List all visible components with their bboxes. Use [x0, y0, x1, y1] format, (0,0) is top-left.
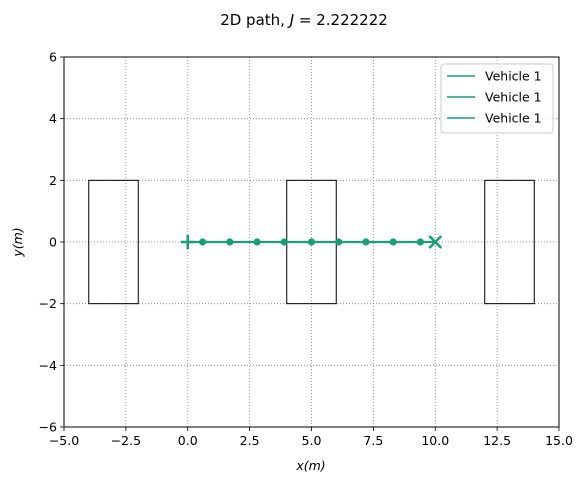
waypoint-marker	[389, 238, 397, 246]
y-tick-label: 6	[49, 50, 57, 65]
waypoint-marker	[335, 238, 343, 246]
waypoint-marker	[199, 238, 207, 246]
y-tick-label: 4	[49, 111, 57, 126]
y-tick-label: 2	[49, 173, 57, 188]
x-tick-label: 0.0	[178, 433, 198, 448]
waypoint-marker	[362, 238, 370, 246]
legend: Vehicle 1 Vehicle 1 Vehicle 1	[440, 63, 554, 134]
y-tick-label: −6	[39, 420, 57, 435]
x-tick-label: 10.0	[421, 433, 449, 448]
legend-label: Vehicle 1	[485, 90, 542, 105]
y-axis-label: y(m)	[10, 227, 25, 257]
goal-marker	[428, 235, 443, 249]
start-marker	[180, 235, 195, 249]
y-tick-label: −4	[39, 358, 57, 373]
x-tick-label: −5.0	[49, 433, 79, 448]
legend-label: Vehicle 1	[485, 111, 542, 126]
x-tick-label: 5.0	[302, 433, 322, 448]
x-tick-label: −2.5	[111, 433, 141, 448]
x-tick-label: 2.5	[240, 433, 260, 448]
x-tick-label: 7.5	[363, 433, 383, 448]
waypoint-marker	[280, 238, 288, 246]
legend-box	[440, 63, 554, 134]
chart-title: 2D path, J = 2.222222	[220, 11, 388, 29]
waypoint-marker	[226, 238, 234, 246]
obstacle-rect	[88, 179, 139, 305]
y-tick-label: −2	[39, 296, 57, 311]
obstacle-rect	[484, 179, 535, 305]
waypoint-marker	[307, 238, 316, 246]
waypoint-marker	[253, 238, 261, 246]
x-axis-label: x(m)	[295, 458, 325, 473]
legend-label: Vehicle 1	[485, 69, 542, 84]
x-tick-label: 15.0	[545, 433, 573, 448]
y-tick-label: 0	[49, 235, 57, 250]
x-tick-label: 12.5	[483, 433, 511, 448]
series-vehicle-1	[180, 235, 443, 249]
waypoint-marker	[416, 238, 424, 246]
ticks: −5.0 −2.5 0.0 2.5 5.0 7.5 10.0 12.5 15.0 −6 −4 −2 0 2…	[39, 50, 573, 449]
